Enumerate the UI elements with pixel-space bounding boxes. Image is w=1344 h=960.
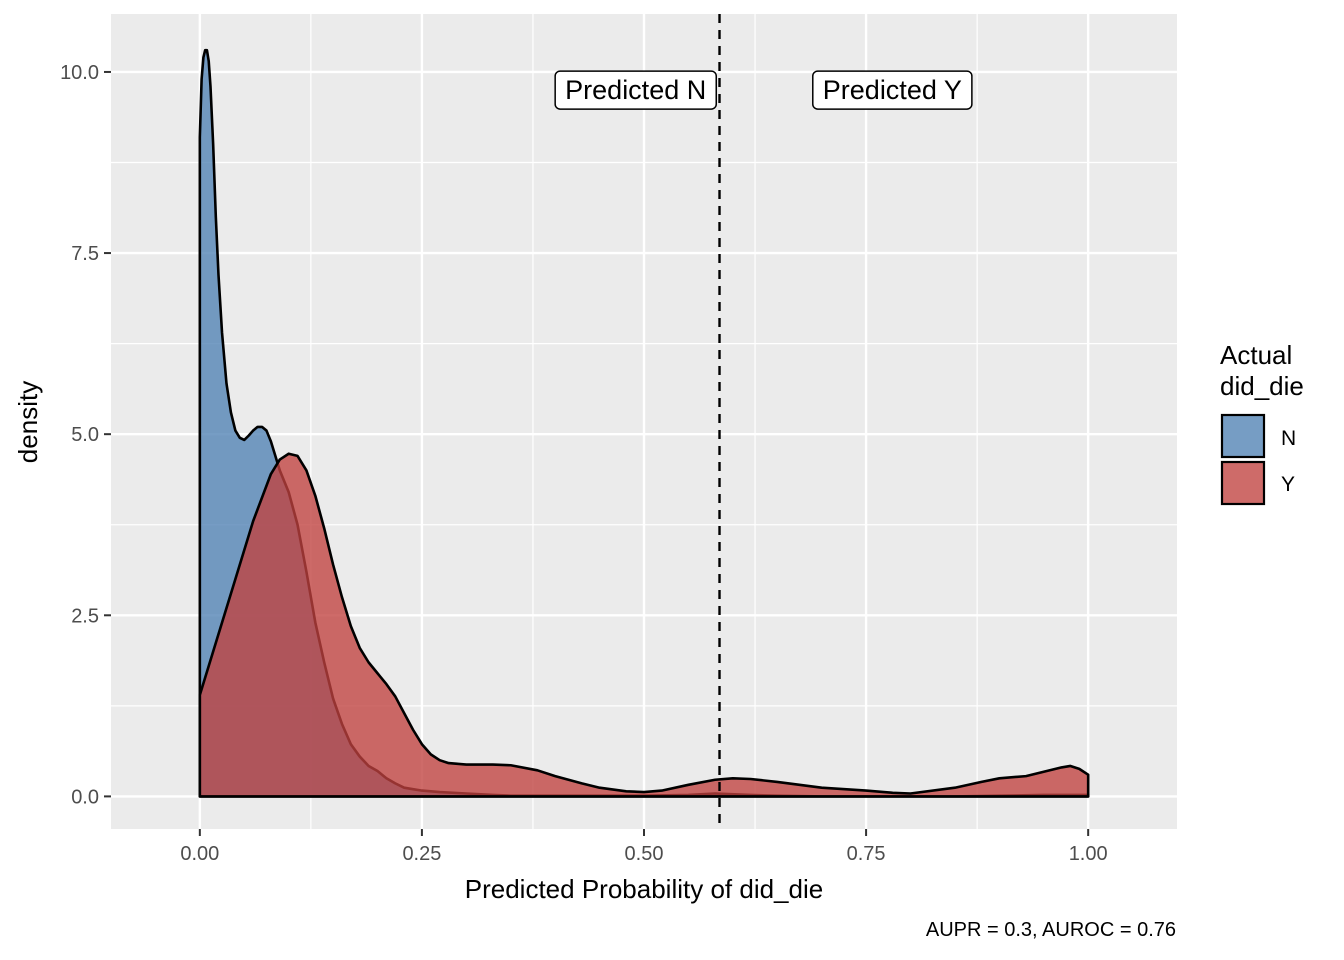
legend-key-y	[1220, 460, 1266, 506]
legend: Actual did_die N Y	[1220, 340, 1304, 506]
legend-label-y: Y	[1281, 473, 1295, 496]
x-tick-label: 0.00	[180, 843, 219, 865]
legend-title-line-1: Actual	[1220, 340, 1292, 370]
x-tick-label: 0.25	[402, 843, 441, 865]
annotation-box	[554, 70, 717, 110]
legend-key-n	[1220, 413, 1266, 459]
x-tick-label: 1.00	[1069, 843, 1108, 865]
legend-title-line-2: did_die	[1220, 371, 1304, 401]
annotation-label-0: Predicted N	[554, 70, 717, 110]
x-axis-title: Predicted Probability of did_die	[465, 874, 823, 904]
legend-label-n: N	[1281, 427, 1296, 450]
caption: AUPR = 0.3, AUROC = 0.76	[926, 919, 1176, 941]
density-areas	[198, 48, 1090, 798]
annotation-text: Predicted Y	[823, 75, 962, 105]
density-area-y	[198, 452, 1090, 798]
annotations: Predicted N Predicted Y	[554, 70, 973, 110]
annotation-box	[812, 70, 973, 110]
y-axis-title: density	[13, 381, 43, 463]
annotation-text: Predicted N	[565, 75, 706, 105]
y-tick-label: 0.0	[71, 786, 99, 808]
y-tick-label: 10.0	[60, 62, 99, 84]
axes: 0.00 0.25 0.50 0.75 1.00 0.0 2.5 5.0 7.5 10.0	[60, 62, 1108, 865]
x-tick-label: 0.50	[625, 843, 664, 865]
y-tick-label: 7.5	[71, 243, 99, 265]
y-tick-label: 2.5	[71, 605, 99, 627]
x-tick-label: 0.75	[847, 843, 886, 865]
y-tick-label: 5.0	[71, 424, 99, 446]
annotation-label-1: Predicted Y	[812, 70, 973, 110]
